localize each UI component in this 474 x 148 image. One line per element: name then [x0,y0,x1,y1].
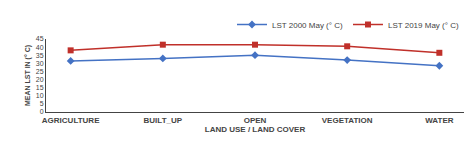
svg-text:40: 40 [36,44,44,51]
svg-text:BUILT_UP: BUILT_UP [144,116,183,125]
svg-text:45: 45 [36,35,44,42]
svg-text:OPEN: OPEN [244,116,267,125]
svg-text:20: 20 [36,76,44,83]
svg-text:VEGETATION: VEGETATION [322,116,373,125]
svg-text:5: 5 [40,100,44,107]
svg-text:LAND USE / LAND COVER: LAND USE / LAND COVER [205,125,306,134]
svg-text:15: 15 [36,84,44,91]
svg-text:30: 30 [36,60,44,67]
svg-text:0: 0 [40,108,44,115]
svg-text:10: 10 [36,92,44,99]
svg-text:WATER: WATER [425,116,454,125]
svg-text:LST 2000 May (° C): LST 2000 May (° C) [272,21,343,30]
svg-text:35: 35 [36,52,44,59]
svg-text:25: 25 [36,68,44,75]
svg-text:MEAN LST IN (° C): MEAN LST IN (° C) [24,45,32,106]
svg-text:LST 2019 May (° C): LST 2019 May (° C) [388,21,459,30]
svg-text:AGRICULTURE: AGRICULTURE [42,116,100,125]
